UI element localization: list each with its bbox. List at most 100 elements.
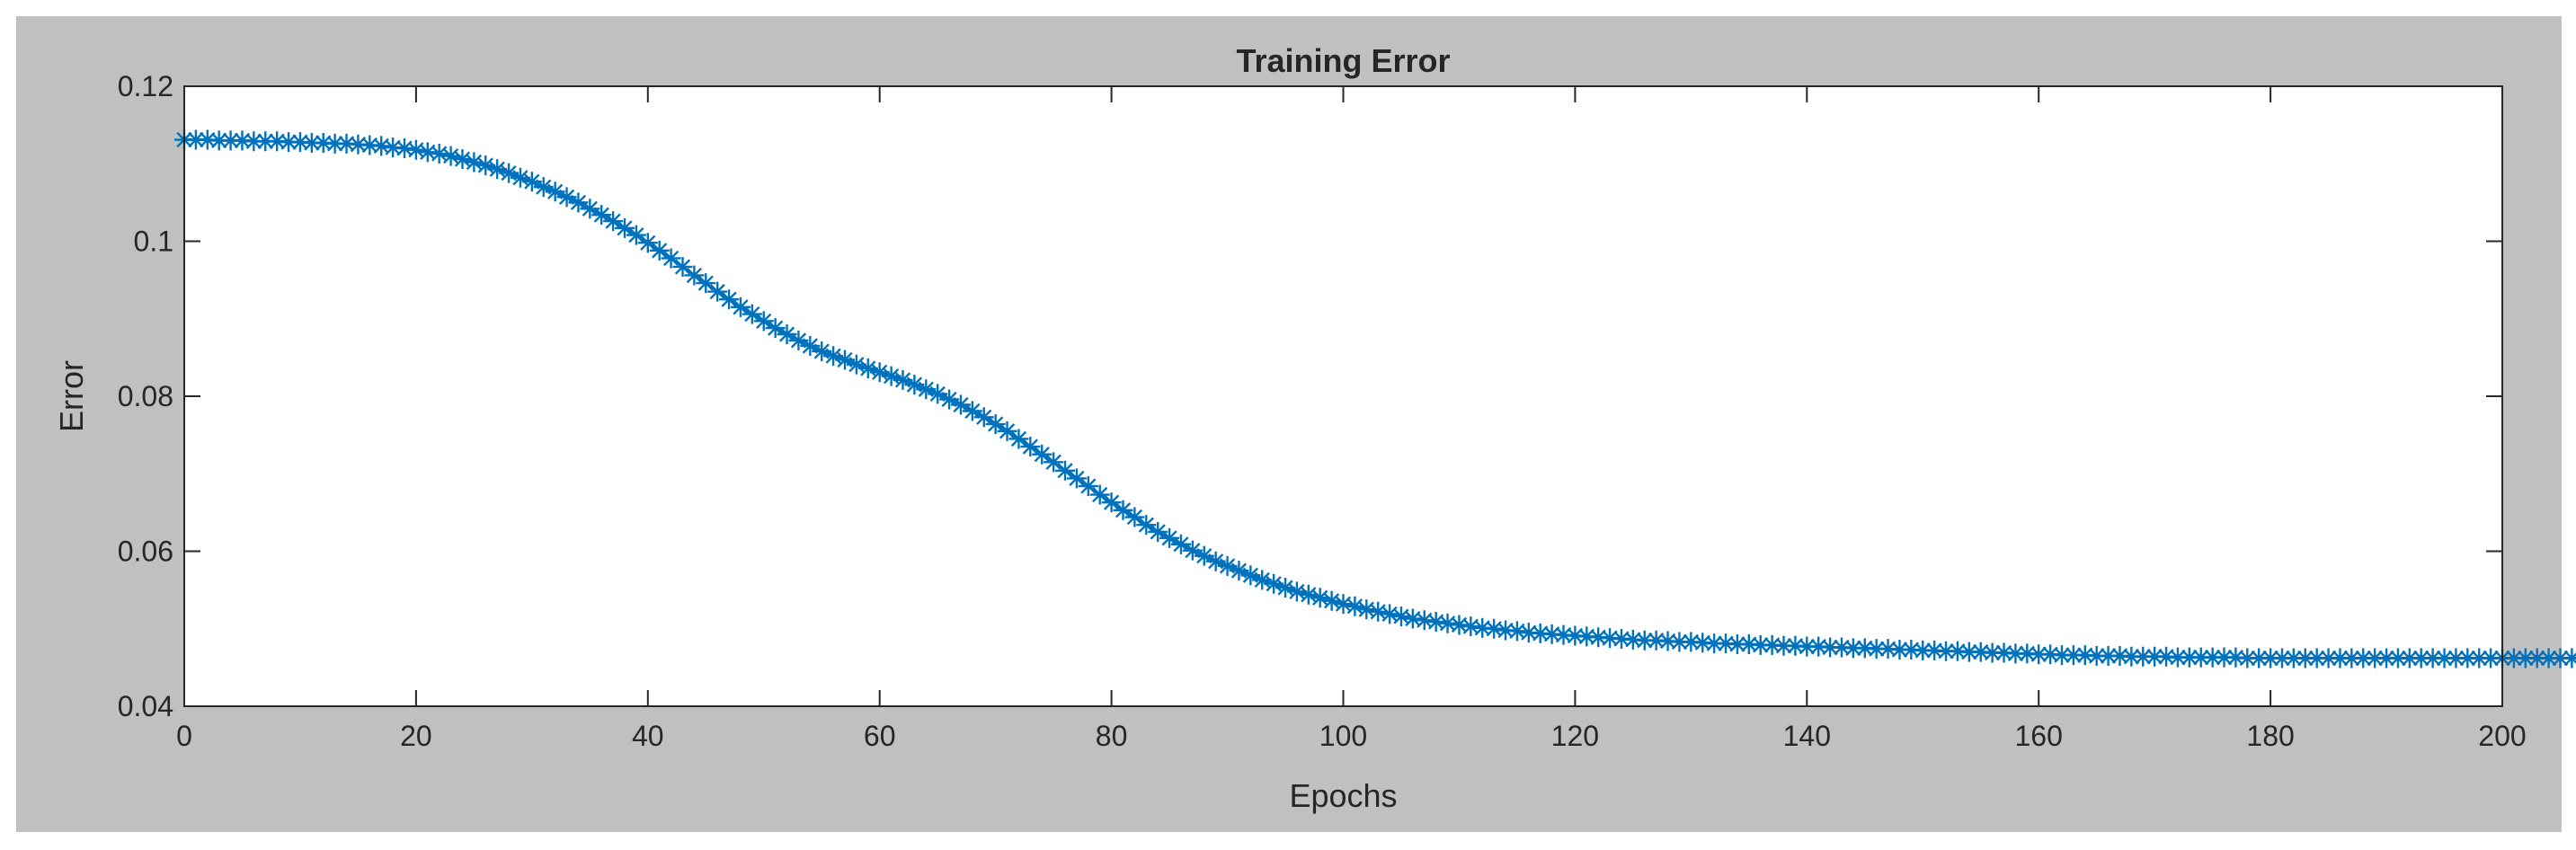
data-point-marker	[475, 155, 496, 175]
data-point-marker	[2040, 644, 2061, 665]
data-point-marker	[1368, 601, 1389, 622]
data-point-marker	[1240, 565, 1261, 586]
tick-marks	[183, 85, 2503, 707]
data-point-marker	[1947, 641, 1968, 661]
data-point-marker	[1217, 555, 1238, 576]
data-point-marker	[2306, 648, 2327, 668]
data-point-marker	[973, 407, 994, 428]
data-point-marker	[1264, 573, 1284, 594]
data-point-marker	[360, 135, 380, 155]
y-tick-label: 0.12	[118, 70, 173, 102]
data-point-marker	[2411, 648, 2431, 668]
data-point-marker	[1380, 604, 1400, 624]
data-point-marker	[521, 172, 542, 192]
data-point-marker	[1148, 521, 1168, 542]
data-point-marker	[1426, 611, 1446, 632]
data-point-marker	[1159, 527, 1180, 548]
data-point-marker	[1136, 515, 1157, 536]
data-point-marker	[2446, 648, 2466, 668]
data-point-marker	[2422, 648, 2443, 668]
x-tick-label: 120	[1551, 720, 1599, 752]
data-point-marker	[301, 132, 322, 153]
data-point-marker	[232, 130, 253, 151]
data-point-marker	[823, 346, 844, 367]
data-point-marker	[440, 146, 461, 166]
data-point-marker	[313, 132, 333, 153]
data-point-marker	[985, 414, 1006, 435]
data-point-marker	[2074, 645, 2095, 666]
data-point-marker	[637, 233, 658, 253]
x-tick-label: 40	[632, 720, 664, 752]
x-tick-label: 200	[2478, 720, 2526, 752]
data-point-marker	[2283, 648, 2304, 668]
data-point-marker	[928, 384, 948, 404]
x-axis-label: Epochs	[1289, 777, 1397, 814]
data-point-marker	[800, 335, 821, 356]
data-point-marker	[1541, 624, 1562, 644]
x-tick-label: 180	[2246, 720, 2294, 752]
data-point-marker	[2562, 648, 2576, 668]
data-point-marker	[869, 362, 890, 383]
data-point-marker	[1820, 637, 1841, 658]
data-point-marker	[185, 129, 206, 150]
data-point-marker	[1600, 628, 1621, 649]
data-point-marker	[1113, 500, 1133, 520]
data-point-marker	[429, 144, 449, 164]
data-point-marker	[1506, 621, 1527, 642]
data-point-marker	[2179, 647, 2199, 668]
x-tick-label: 20	[400, 720, 432, 752]
data-point-marker	[1101, 492, 1122, 513]
data-point-marker	[209, 130, 229, 151]
data-point-marker	[615, 217, 635, 238]
data-point-marker	[950, 394, 971, 415]
data-point-marker	[1484, 618, 1505, 639]
data-point-marker	[464, 152, 484, 173]
data-point-marker	[1472, 617, 1493, 638]
data-point-marker	[2063, 645, 2083, 666]
data-point-marker	[1936, 641, 1957, 661]
data-point-marker	[1901, 640, 1922, 660]
data-point-marker	[881, 366, 902, 386]
data-point-marker	[1924, 640, 1945, 660]
data-point-marker	[1588, 627, 1609, 648]
data-point-marker	[2167, 647, 2188, 668]
data-point-marker	[2330, 648, 2350, 668]
data-point-marker	[1437, 613, 1458, 633]
x-tick-label: 100	[1319, 720, 1367, 752]
data-point-marker	[904, 375, 925, 395]
y-tick-labels: 0.04 0.06 0.08 0.1 0.12	[118, 70, 173, 722]
data-point-marker	[1089, 484, 1110, 505]
data-point-marker	[1008, 429, 1029, 449]
data-point-marker	[2387, 648, 2408, 668]
data-point-marker	[2503, 648, 2524, 668]
data-point-marker	[2399, 648, 2420, 668]
data-point-marker	[417, 142, 438, 163]
data-point-marker	[1982, 642, 2003, 663]
data-point-marker	[2017, 643, 2038, 664]
data-point-marker	[2481, 648, 2501, 668]
data-point-marker	[2295, 648, 2315, 668]
data-point-marker	[244, 131, 264, 152]
data-point-marker	[1657, 631, 1678, 651]
data-point-marker	[1959, 642, 1979, 662]
data-point-marker	[1333, 594, 1354, 615]
data-point-marker	[939, 389, 960, 410]
x-tick-label: 60	[864, 720, 896, 752]
data-point-marker	[1518, 623, 1539, 643]
data-point-marker	[2457, 648, 2478, 668]
data-point-marker	[2550, 648, 2571, 668]
data-point-marker	[2538, 648, 2559, 668]
data-point-marker	[452, 149, 473, 170]
data-point-marker	[1066, 468, 1087, 489]
data-point-marker	[2376, 648, 2397, 668]
data-point-marker	[255, 131, 276, 152]
y-tick-label: 0.04	[118, 690, 173, 722]
data-point-marker	[2214, 647, 2234, 668]
data-point-marker	[1622, 629, 1643, 650]
data-point-marker	[545, 182, 565, 202]
data-point-marker	[1252, 570, 1273, 590]
data-point-marker	[2434, 648, 2455, 668]
data-point-marker	[1970, 642, 1991, 662]
data-point-marker	[1692, 633, 1713, 653]
data-point-marker	[730, 297, 751, 317]
